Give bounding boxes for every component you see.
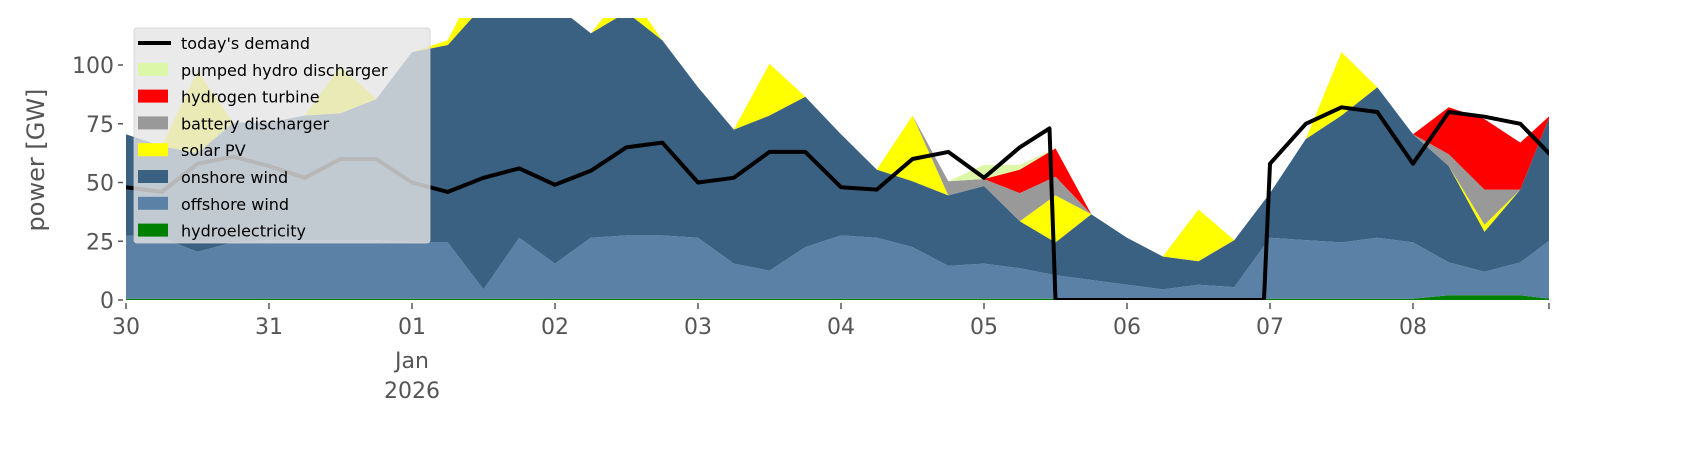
x-tick-month: Jan (393, 349, 429, 374)
x-tick-label: 01 (398, 315, 426, 340)
x-tick-label: 08 (1399, 315, 1427, 340)
legend: today's demand pumped hydro discharger hyd… (133, 27, 431, 244)
legend-label: offshore wind (181, 195, 289, 214)
legend-label: hydrogen turbine (181, 88, 320, 107)
y-axis-label: power [GW] (22, 89, 50, 232)
legend-box (133, 27, 431, 244)
x-tick-label: 04 (827, 315, 855, 340)
legend-label: battery discharger (181, 114, 329, 133)
x-tick-label: 31 (255, 315, 283, 340)
legend-swatch (138, 62, 168, 76)
legend-label: today's demand (181, 34, 310, 53)
x-tick-label: 06 (1113, 315, 1141, 340)
legend-swatch (138, 116, 168, 130)
legend-swatch (138, 143, 168, 157)
x-tick-label: 02 (541, 315, 569, 340)
y-tick-label: 75 (86, 113, 114, 138)
area-onshore-wind (126, 18, 1549, 290)
x-tick-label: 07 (1256, 315, 1284, 340)
x-tick-year: 2026 (384, 379, 440, 404)
y-tick-label: 50 (86, 172, 114, 197)
legend-label: hydroelectricity (181, 222, 306, 241)
x-tick-label: 03 (684, 315, 712, 340)
legend-label: solar PV (181, 141, 246, 160)
y-tick-label: 0 (100, 289, 114, 314)
legend-swatch (138, 196, 168, 210)
x-axis: 30 31 01 Jan 2026 02 03 04 05 06 07 08 (112, 303, 1550, 404)
legend-label: onshore wind (181, 168, 288, 187)
legend-swatch (138, 89, 168, 103)
y-tick-label: 100 (72, 54, 114, 79)
y-tick-label: 25 (86, 230, 114, 255)
x-tick-label: 05 (970, 315, 998, 340)
legend-swatch (138, 223, 168, 237)
legend-swatch (138, 170, 168, 183)
area-offshore-wind (126, 235, 1549, 299)
x-tick-label: 30 (112, 315, 140, 340)
y-axis: 0 25 50 75 100 (72, 54, 123, 314)
legend-label: pumped hydro discharger (181, 61, 388, 80)
